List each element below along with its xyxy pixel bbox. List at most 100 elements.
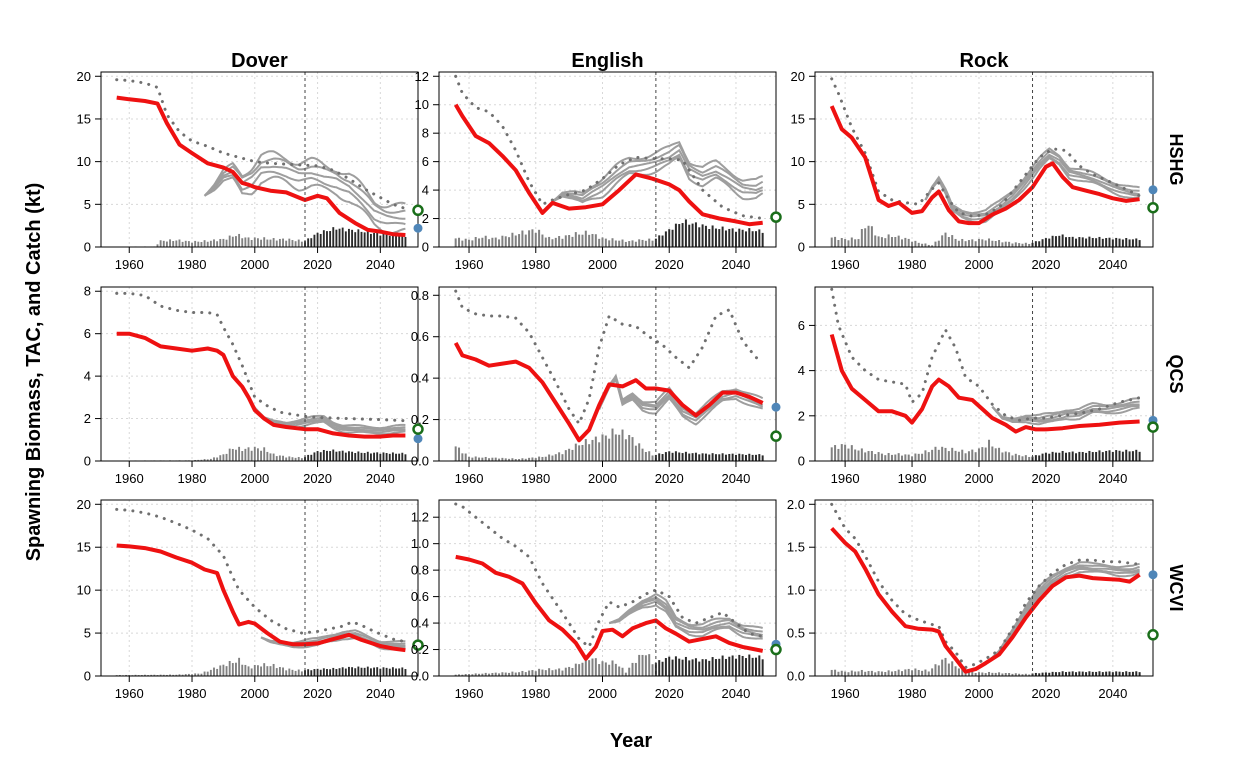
- catch-bar-historical: [219, 455, 221, 461]
- x-tick-label: 2020: [1031, 686, 1060, 701]
- catch-bar-historical: [528, 671, 530, 676]
- catch-bar-historical: [951, 235, 953, 247]
- catch-bar-historical: [938, 665, 940, 676]
- catch-bar-historical: [928, 452, 930, 461]
- catch-bar-projected: [708, 661, 710, 676]
- catch-bar-projected: [1102, 239, 1104, 247]
- catch-bar-historical: [955, 451, 957, 461]
- catch-bar-projected: [1105, 238, 1107, 247]
- catch-bar-historical: [475, 237, 477, 247]
- catch-bar-projected: [320, 234, 322, 247]
- catch-bar-historical: [172, 241, 174, 247]
- catch-bar-historical: [270, 453, 272, 461]
- catch-bar-projected: [672, 453, 674, 461]
- catch-bar-historical: [911, 670, 913, 676]
- catch-bar-projected: [389, 236, 391, 247]
- catch-bar-projected: [742, 656, 744, 676]
- catch-bar-historical: [938, 241, 940, 247]
- catch-bar-projected: [1078, 671, 1080, 676]
- catch-bar-projected: [1075, 239, 1077, 247]
- catch-bar-projected: [1045, 672, 1047, 676]
- catch-bar-historical: [298, 670, 300, 676]
- catch-bar-projected: [662, 662, 664, 676]
- catch-bar-projected: [1125, 450, 1127, 461]
- catch-bar-historical: [276, 456, 278, 461]
- catch-bar-historical: [864, 672, 866, 676]
- catch-bar-historical: [841, 238, 843, 247]
- catch-bar-historical: [858, 671, 860, 676]
- catch-bar-historical: [615, 664, 617, 676]
- catch-bar-projected: [695, 222, 697, 247]
- catch-bar-historical: [488, 239, 490, 247]
- panel-frame: [439, 287, 776, 461]
- marker-green-point: [1149, 203, 1158, 212]
- catch-bar-historical: [831, 447, 833, 461]
- catch-bar-projected: [320, 452, 322, 461]
- catch-bar-historical: [635, 446, 637, 461]
- catch-bar-projected: [692, 659, 694, 676]
- catch-bar-historical: [971, 672, 973, 676]
- catch-bar-historical: [881, 237, 883, 247]
- catch-bar-projected: [738, 454, 740, 461]
- catch-bar-historical: [229, 449, 231, 461]
- catch-bar-projected: [722, 227, 724, 247]
- catch-bar-historical: [222, 454, 224, 461]
- catch-bar-projected: [1119, 451, 1121, 461]
- catch-bar-historical: [941, 235, 943, 247]
- catch-bar-projected: [1058, 453, 1060, 461]
- x-tick-label: 2040: [721, 686, 750, 701]
- catch-bar-projected: [1052, 236, 1054, 247]
- catch-bar-historical: [204, 240, 206, 247]
- catch-bar-projected: [1108, 450, 1110, 461]
- y-tick-label: 0: [798, 454, 805, 469]
- y-tick-label: 15: [791, 111, 805, 126]
- catch-bar-historical: [904, 454, 906, 461]
- catch-bar-historical: [565, 235, 567, 247]
- catch-bar-historical: [898, 670, 900, 676]
- catch-bar-projected: [329, 451, 331, 461]
- catch-bar-historical: [591, 234, 593, 247]
- catch-bar-projected: [762, 659, 764, 676]
- catch-bar-projected: [401, 667, 403, 676]
- catch-bar-historical: [515, 235, 517, 247]
- catch-bar-historical: [628, 668, 630, 676]
- x-tick-label: 2040: [366, 471, 395, 486]
- catch-bar-projected: [735, 232, 737, 247]
- catch-bar-historical: [837, 240, 839, 247]
- panel-frame: [815, 287, 1153, 461]
- catch-bar-historical: [282, 239, 284, 247]
- catch-bar-historical: [575, 444, 577, 461]
- catch-bar-projected: [738, 229, 740, 247]
- catch-bar-historical: [226, 666, 228, 676]
- x-tick-label: 2000: [240, 471, 269, 486]
- catch-bar-projected: [398, 236, 400, 247]
- catch-bar-projected: [755, 455, 757, 461]
- catch-bar-historical: [565, 450, 567, 461]
- catch-bar-historical: [598, 239, 600, 247]
- catch-bar-historical: [834, 670, 836, 676]
- catch-bar-projected: [307, 455, 309, 461]
- catch-bar-historical: [868, 226, 870, 247]
- catch-bar-projected: [1048, 239, 1050, 247]
- catch-bar-historical: [232, 663, 234, 676]
- catch-bar-projected: [1129, 672, 1131, 676]
- x-tick-label: 2000: [240, 257, 269, 272]
- catch-bar-historical: [219, 665, 221, 676]
- catch-bar-projected: [732, 454, 734, 461]
- y-tick-label: 8: [84, 284, 91, 299]
- catch-bar-historical: [238, 234, 240, 247]
- catch-bar-historical: [874, 454, 876, 461]
- catch-bar-historical: [525, 235, 527, 247]
- catch-bar-historical: [508, 237, 510, 247]
- catch-bar-historical: [561, 671, 563, 676]
- catch-bar-historical: [914, 241, 916, 247]
- y-tick-label: 0.5: [787, 626, 805, 641]
- y-tick-label: 1.0: [411, 536, 429, 551]
- catch-bar-projected: [348, 667, 350, 676]
- catch-bar-historical: [924, 450, 926, 461]
- x-tick-label: 1960: [455, 257, 484, 272]
- y-tick-label: 5: [84, 626, 91, 641]
- catch-bar-projected: [752, 455, 754, 461]
- catch-bar-projected: [708, 229, 710, 247]
